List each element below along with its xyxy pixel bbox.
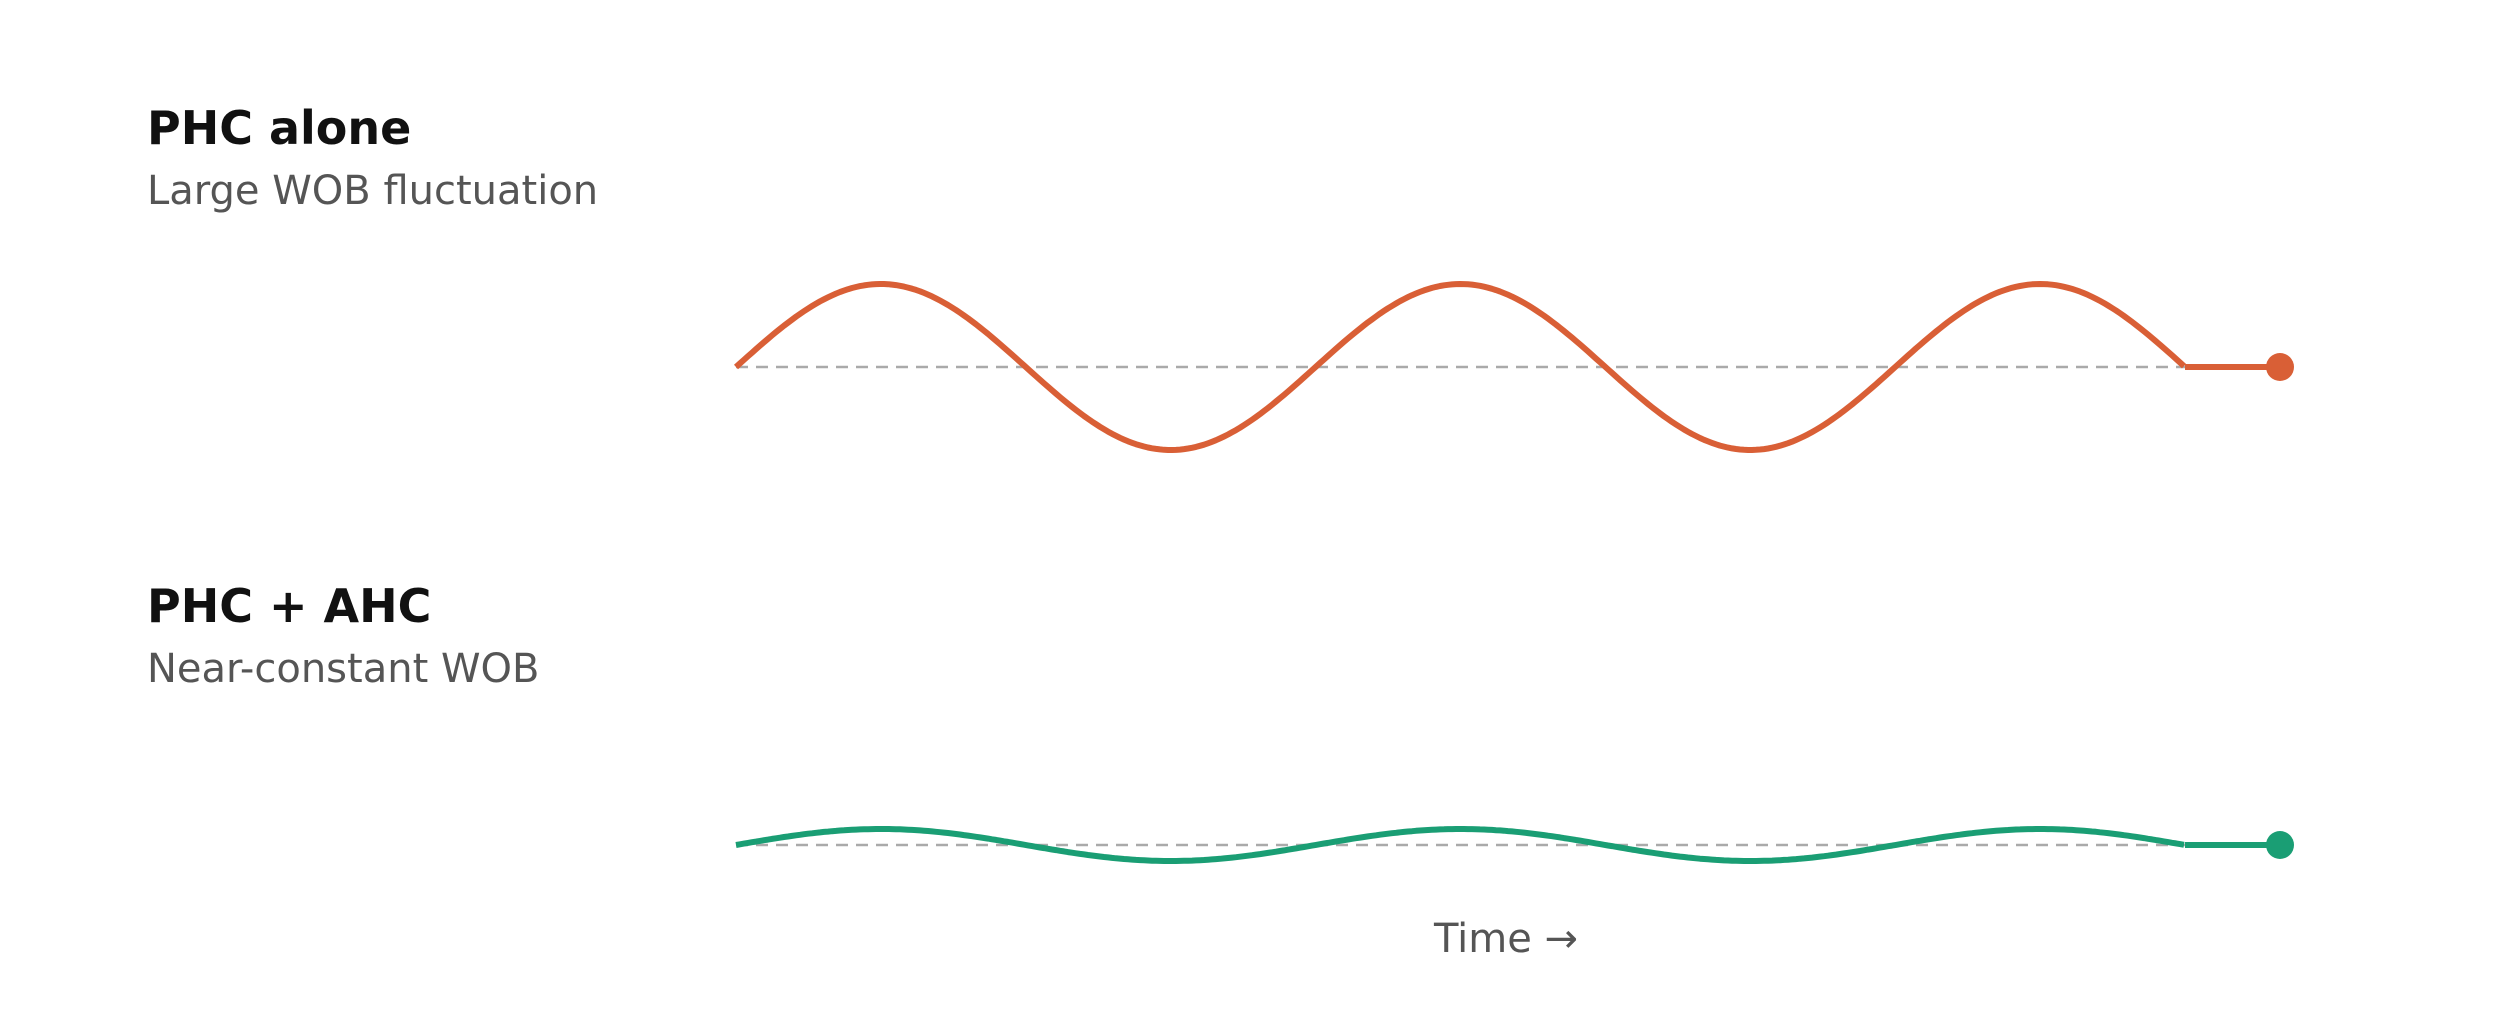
panel-subtitle: Large WOB fluctuation bbox=[147, 168, 598, 214]
wave bbox=[733, 281, 2187, 453]
panel-subtitle: Near-constant WOB bbox=[147, 646, 539, 692]
axis-label: Time → bbox=[1433, 916, 1578, 962]
panel-title: PHC + AHC bbox=[147, 579, 431, 633]
wave bbox=[735, 826, 2185, 864]
end-dot bbox=[2266, 831, 2294, 859]
end-dot bbox=[2266, 353, 2294, 381]
panel-title: PHC alone bbox=[147, 101, 411, 155]
